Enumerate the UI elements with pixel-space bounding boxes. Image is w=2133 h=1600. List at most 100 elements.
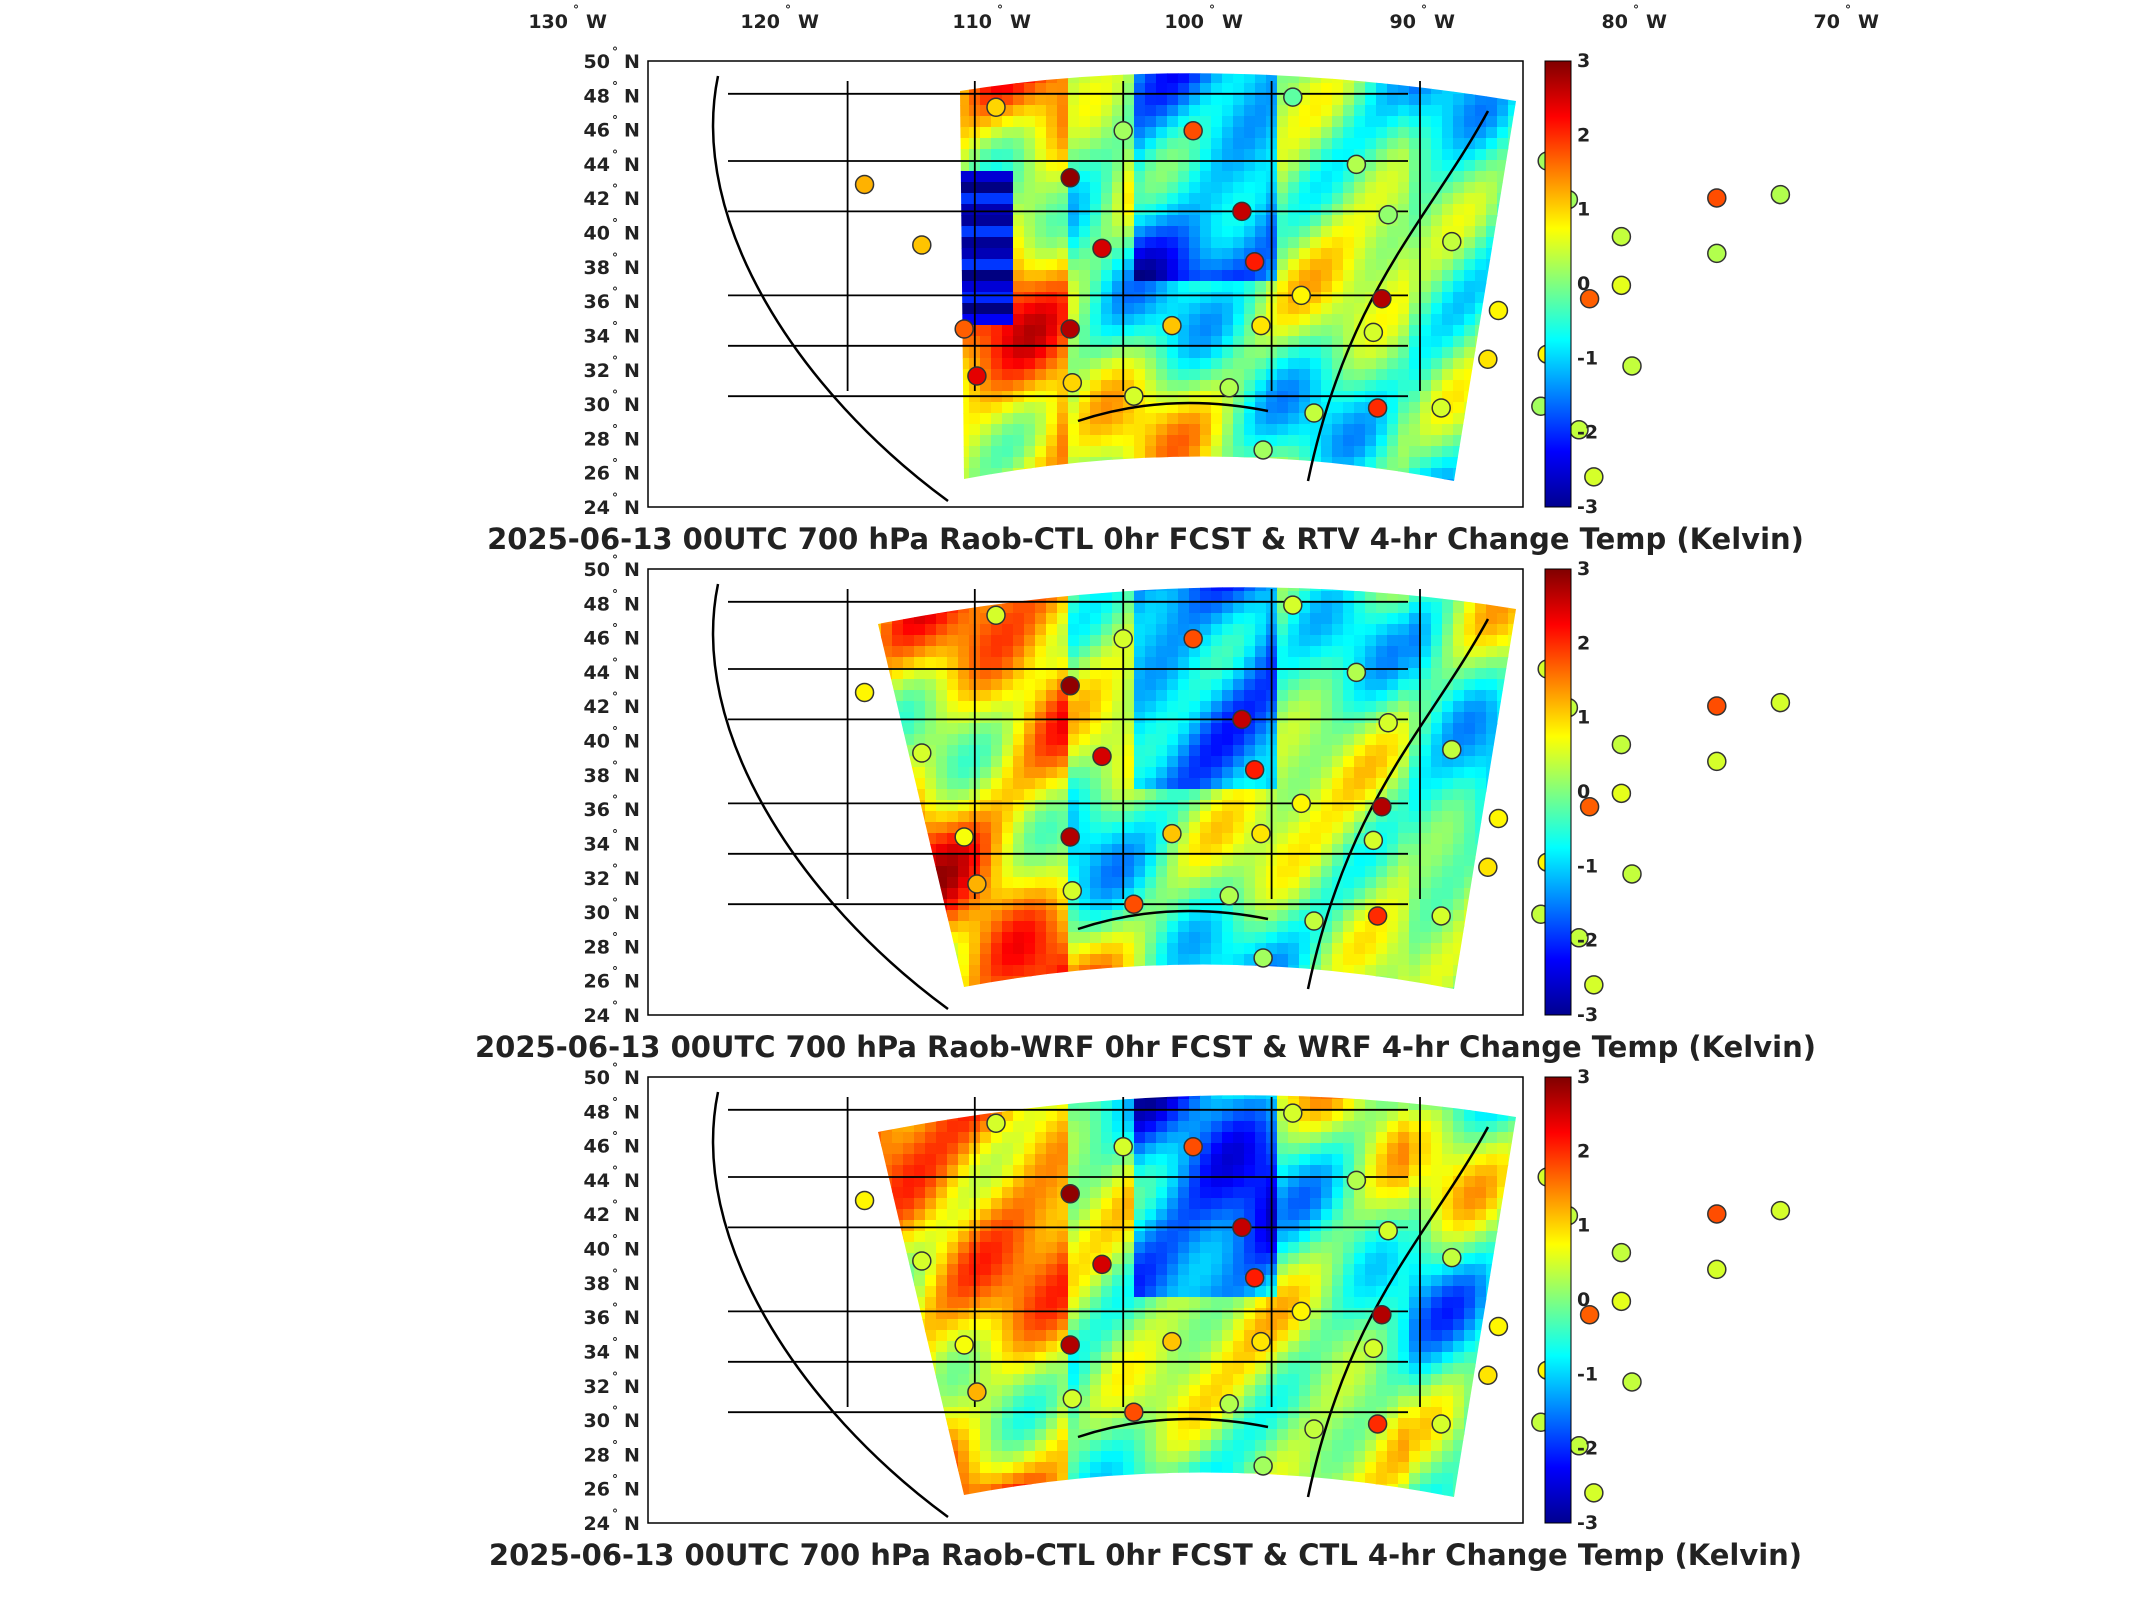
- field-cell: [1156, 690, 1168, 702]
- field-cell: [1046, 248, 1058, 260]
- field-cell: [1024, 690, 1036, 702]
- field-cell: [1079, 468, 1091, 480]
- field-cell: [1486, 138, 1498, 150]
- field-cell: [936, 281, 948, 293]
- field-cell: [947, 226, 959, 238]
- field-cell: [1101, 811, 1113, 823]
- field-cell: [859, 446, 871, 458]
- field-cell: [1453, 778, 1465, 790]
- field-cell: [903, 569, 915, 581]
- field-cell: [958, 767, 970, 779]
- field-cell: [1112, 954, 1124, 966]
- field-cell: [936, 855, 948, 867]
- field-cell: [1365, 646, 1377, 658]
- field-cell: [1519, 723, 1531, 735]
- field-cell: [1145, 369, 1157, 381]
- field-cell: [936, 435, 948, 447]
- field-cell: [1167, 734, 1179, 746]
- field-cell: [1486, 457, 1498, 469]
- field-cell: [1068, 215, 1080, 227]
- field-cell: [1112, 646, 1124, 658]
- field-cell: [991, 690, 1003, 702]
- field-cell: [1244, 171, 1256, 183]
- field-cell: [1310, 778, 1322, 790]
- field-cell: [1046, 127, 1058, 139]
- field-cell: [914, 424, 926, 436]
- field-cell: [1145, 468, 1157, 480]
- field-cell: [859, 457, 871, 469]
- field-cell: [1200, 866, 1212, 878]
- field-cell: [960, 73, 970, 84]
- field-cell: [1288, 149, 1300, 161]
- field-cell: [1024, 424, 1036, 436]
- field-cell: [1156, 734, 1168, 746]
- field-cell: [1167, 789, 1179, 801]
- field-cell: [1079, 602, 1091, 614]
- field-cell: [1376, 679, 1388, 691]
- field-cell: [1046, 226, 1058, 238]
- field-cell: [980, 380, 992, 392]
- field-cell: [1497, 767, 1509, 779]
- field-cell: [903, 61, 915, 73]
- field-cell: [1024, 303, 1036, 315]
- field-cell: [1002, 182, 1014, 194]
- field-cell: [1519, 954, 1531, 966]
- field-cell: [1519, 193, 1531, 205]
- field-cell: [1519, 248, 1531, 260]
- field-cell: [1090, 723, 1102, 735]
- field-cell: [1453, 888, 1465, 900]
- field-cell: [1299, 325, 1311, 337]
- field-cell: [1255, 160, 1267, 172]
- field-cell: [878, 866, 882, 878]
- field-cell: [1376, 281, 1388, 293]
- field-cell: [1321, 613, 1333, 625]
- field-cell: [1156, 457, 1168, 469]
- field-cell: [1189, 94, 1201, 106]
- field-cell: [1057, 701, 1069, 713]
- field-cell: [1453, 358, 1465, 370]
- field-cell: [947, 281, 959, 293]
- field-cell: [1233, 402, 1245, 414]
- field-cell: [1035, 855, 1047, 867]
- field-cell: [925, 866, 937, 878]
- field-cell: [1244, 723, 1256, 735]
- field-cell: [1057, 778, 1069, 790]
- field-cell: [958, 954, 970, 966]
- field-cell: [1519, 668, 1531, 680]
- field-cell: [1442, 690, 1454, 702]
- field-cell: [1057, 657, 1069, 669]
- degree-symbol: °: [612, 114, 618, 128]
- field-cell: [1057, 347, 1069, 359]
- field-cell: [947, 116, 959, 128]
- field-cell: [1420, 435, 1432, 447]
- field-cell: [1442, 358, 1454, 370]
- field-cell: [1002, 976, 1014, 988]
- field-cell: [991, 921, 1003, 933]
- field-cell: [1090, 833, 1102, 845]
- field-cell: [1090, 712, 1102, 724]
- field-cell: [1442, 844, 1454, 856]
- field-cell: [1332, 160, 1344, 172]
- field-cell: [1156, 569, 1168, 581]
- field-cell: [1288, 888, 1300, 900]
- field-cell: [1398, 811, 1410, 823]
- field-cell: [1497, 690, 1509, 702]
- field-cell: [1321, 105, 1333, 117]
- field-cell: [1233, 215, 1245, 227]
- field-cell: [1145, 127, 1157, 139]
- field-cell: [881, 182, 893, 194]
- field-cell: [892, 800, 904, 812]
- field-cell: [1332, 259, 1344, 271]
- field-cell: [1508, 767, 1516, 779]
- field-cell: [870, 347, 882, 359]
- field-cell: [1244, 624, 1256, 636]
- field-cell: [1475, 811, 1487, 823]
- field-cell: [1068, 347, 1080, 359]
- field-cell: [1134, 281, 1146, 293]
- field-cell: [1464, 160, 1476, 172]
- field-cell: [859, 237, 871, 249]
- field-cell: [960, 204, 970, 216]
- field-cell: [1079, 591, 1091, 603]
- field-cell: [1519, 811, 1531, 823]
